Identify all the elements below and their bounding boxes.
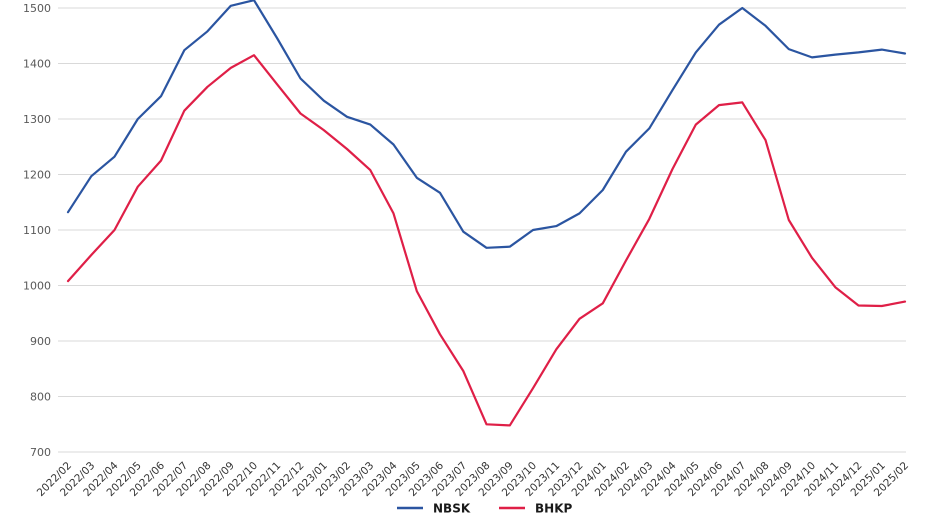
y-axis-label-1100: 1100 (23, 224, 51, 237)
legend-item-nbsk: NBSK (397, 502, 471, 516)
series-line-nbsk (66, 0, 907, 249)
legend-label: NBSK (433, 502, 471, 516)
legend-item-bhkp: BHKP (499, 502, 572, 516)
series-line-bhkp (66, 54, 907, 427)
y-axis-label-900: 900 (30, 335, 51, 348)
legend-label: BHKP (535, 502, 572, 516)
y-axis-label-800: 800 (30, 391, 51, 404)
y-axis-label-700: 700 (30, 446, 51, 459)
y-axis-label-1400: 1400 (23, 58, 51, 71)
y-axis-label-1300: 1300 (23, 113, 51, 126)
y-axis-label-1000: 1000 (23, 280, 51, 293)
y-axis-label-1200: 1200 (23, 169, 51, 182)
y-axis-label-1500: 1500 (23, 2, 51, 15)
